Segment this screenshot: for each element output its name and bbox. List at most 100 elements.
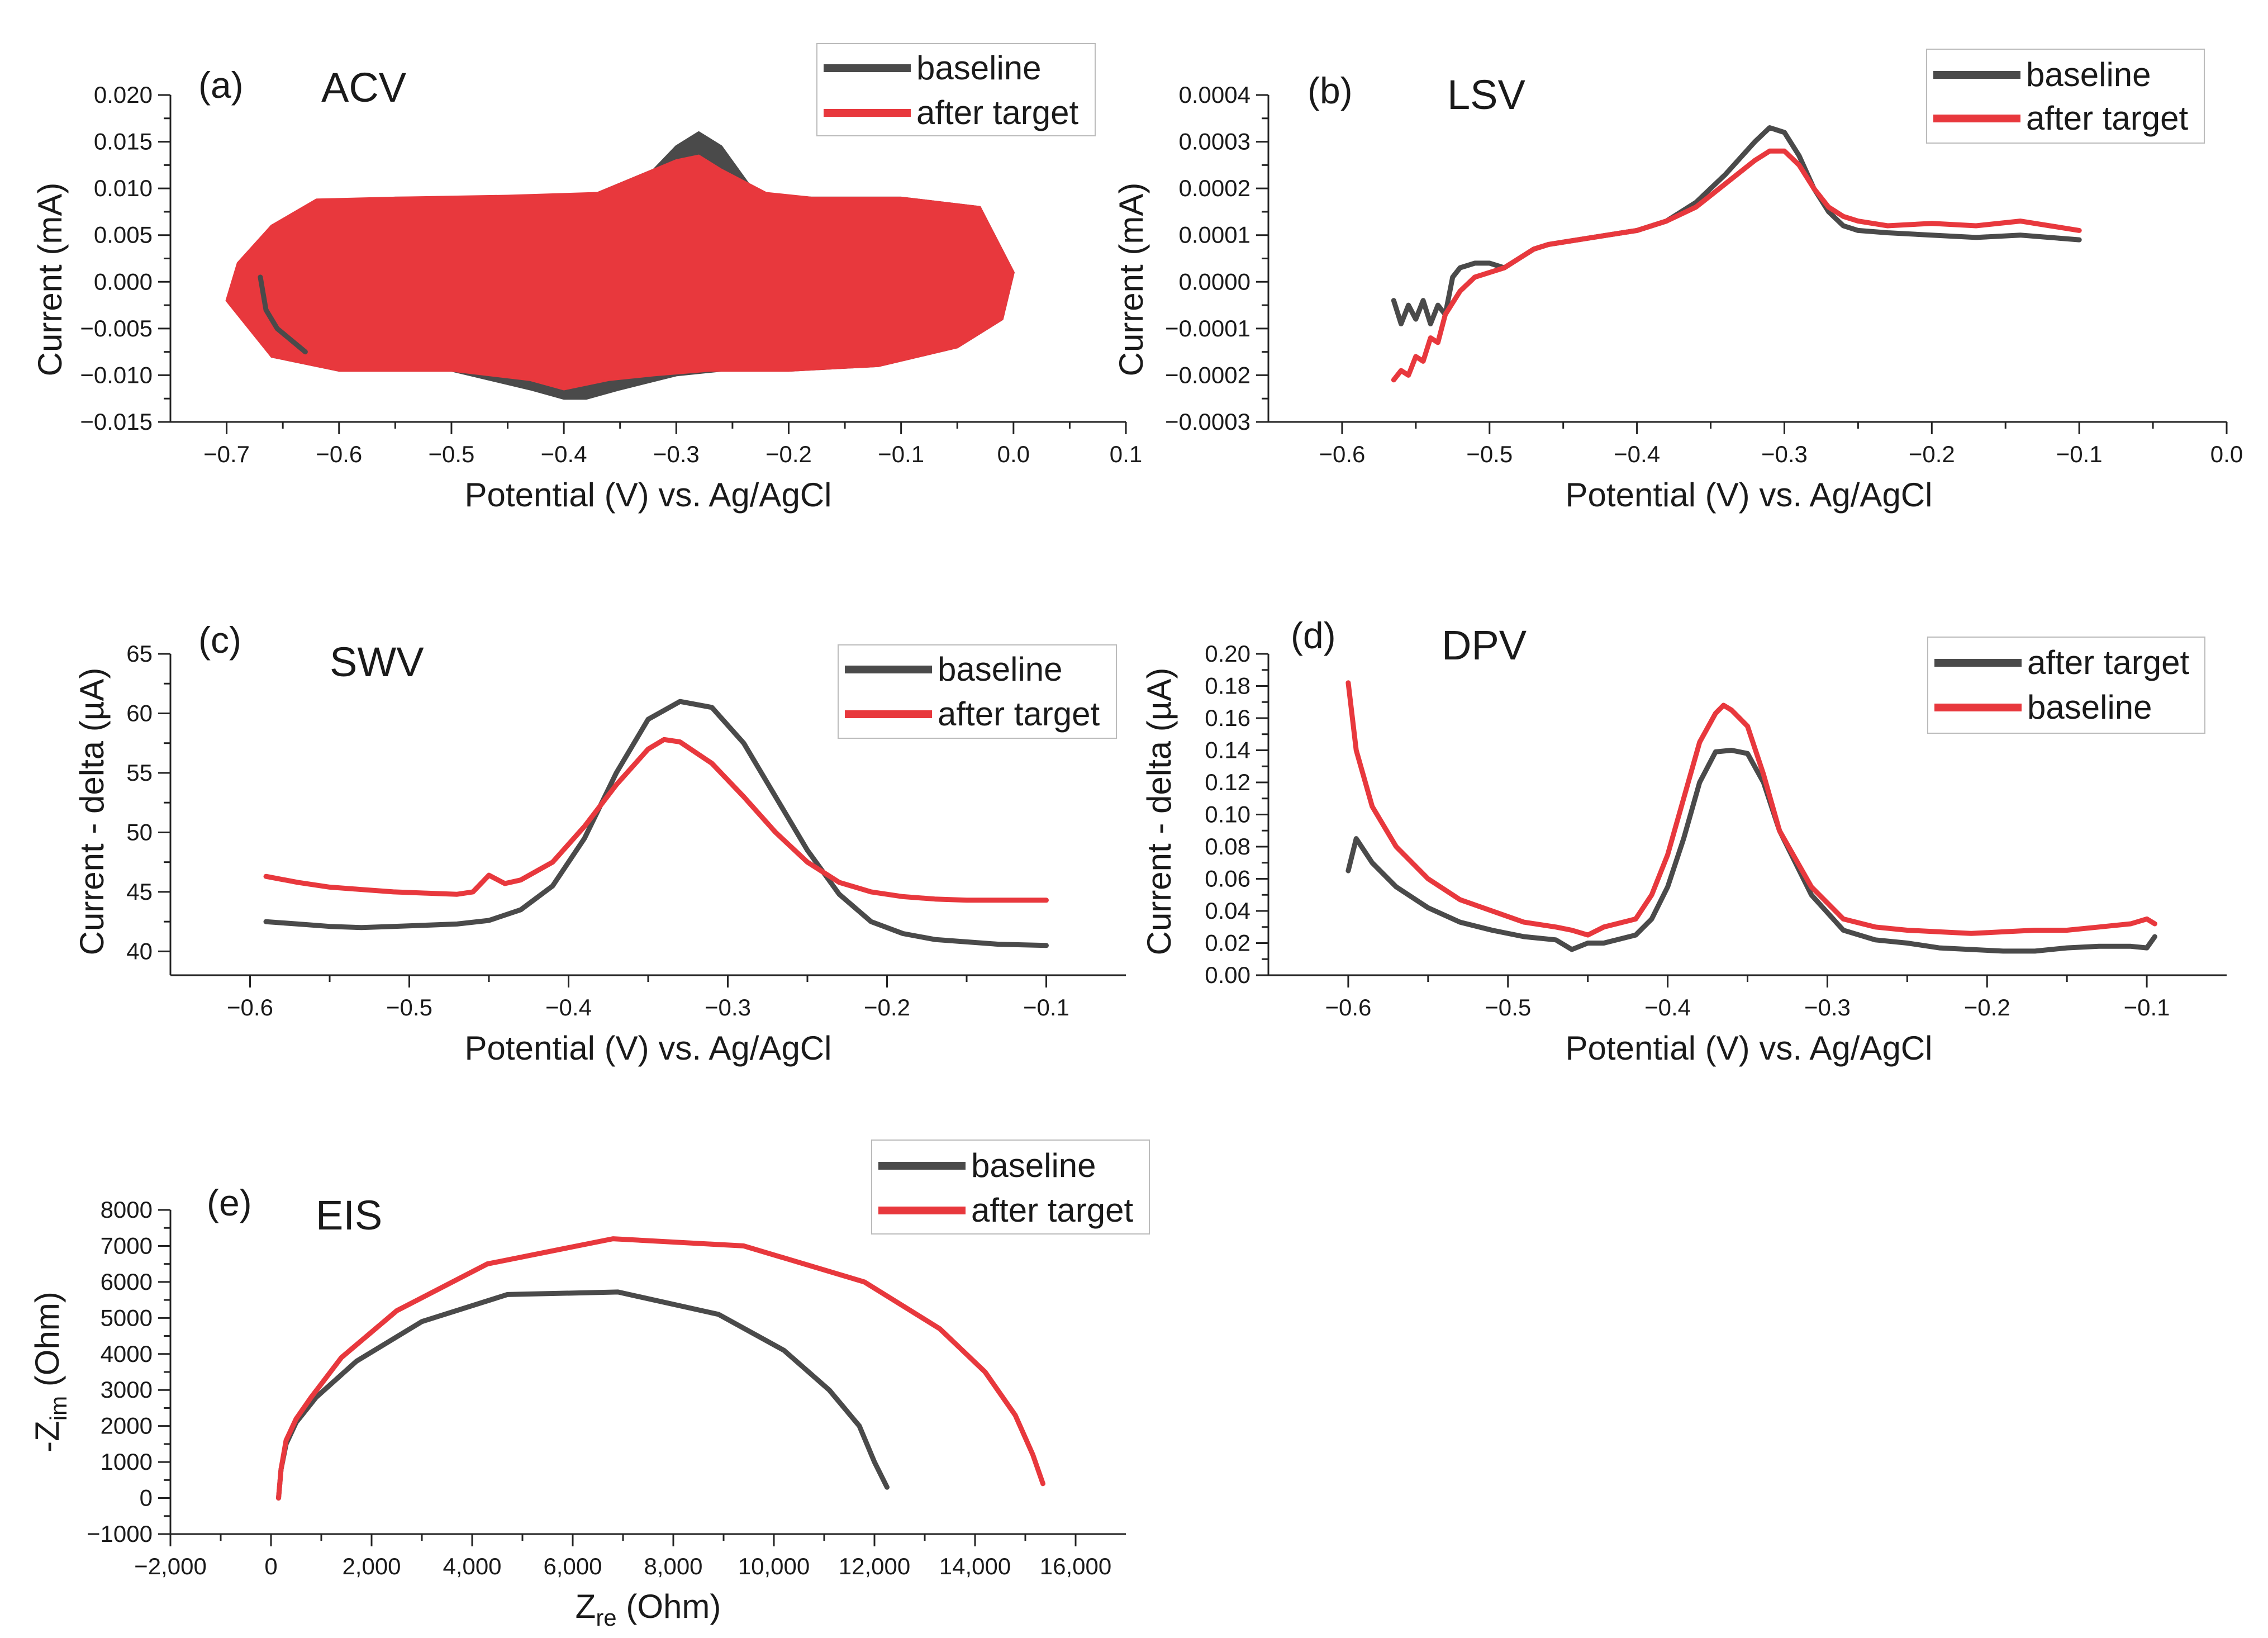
panel-a-series-after-target-area xyxy=(225,154,1015,391)
panel-d-y-tick-label: 0.18 xyxy=(1205,673,1251,699)
panel-b-legend-label-baseline: baseline xyxy=(2026,56,2151,93)
panel-b-y-tick-label: 0.0004 xyxy=(1179,82,1251,108)
panel-d-axes: −0.6 −0.5 −0.4 −0.3 −0.2 −0.1 0.00 0.02 0.04 0.06… xyxy=(1205,640,2227,1020)
panel-c-title: SWV xyxy=(330,639,424,685)
panel-e-y-tick-label: −1000 xyxy=(87,1521,153,1547)
panel-e-y-tick-label: 7000 xyxy=(101,1232,153,1259)
panel-a-plot-area xyxy=(225,131,1015,400)
panel-e-x-tick-label: 0 xyxy=(264,1553,277,1579)
panel-a-y-tick-label: −0.010 xyxy=(80,362,153,388)
panel-b-y-tick-label: −0.0001 xyxy=(1165,315,1251,341)
panel-a-x-axis-label: Potential (V) vs. Ag/AgCl xyxy=(465,476,832,514)
panel-b-y-tick-label: 0.0003 xyxy=(1179,129,1251,155)
panel-a-x-tick-label: −0.5 xyxy=(428,441,474,467)
panel-b-x-tick-label: −0.1 xyxy=(2056,441,2103,467)
panel-e: −2,000 0 2,000 4,000 6,000 8,000 10,000 12,000 1… xyxy=(28,1140,1150,1631)
panel-a-axes: −0.7 −0.6 −0.5 −0.4 −0.3 −0.2 −0.1 0.0 0.1 −0.015… xyxy=(80,82,1142,467)
panel-a-y-tick-label: −0.005 xyxy=(80,315,153,341)
panel-b-legend-box xyxy=(1926,49,2205,144)
panel-b-y-tick-label: 0.0002 xyxy=(1179,175,1251,201)
panel-e-label: (e) xyxy=(207,1182,252,1223)
panel-c-legend: baseline after target xyxy=(838,644,1117,739)
panel-d-x-tick-label: −0.2 xyxy=(1964,994,2010,1020)
panel-d-x-tick-label: −0.5 xyxy=(1485,994,1531,1020)
panel-b-legend-label-after-target: after target xyxy=(2026,99,2188,137)
panel-c-series-after-target-line xyxy=(263,737,1049,903)
panel-e-y-tick-label: 8000 xyxy=(101,1197,153,1223)
panel-e-title: EIS xyxy=(316,1192,382,1238)
panel-c-x-tick-label: −0.2 xyxy=(864,994,910,1020)
panel-e-series-baseline-line xyxy=(276,1289,890,1501)
panel-e-y-tick-label: 5000 xyxy=(101,1304,153,1331)
panel-d-y-tick-label: 0.06 xyxy=(1205,866,1251,892)
panel-e-legend-box xyxy=(871,1140,1150,1235)
panel-e-x-tick-label: 8,000 xyxy=(644,1553,702,1579)
panel-d-x-tick-label: −0.4 xyxy=(1644,994,1691,1020)
panel-e-legend-label-after-target: after target xyxy=(971,1191,1133,1229)
panel-e-y-tick-label: 4000 xyxy=(101,1341,153,1367)
panel-b-x-axis-label: Potential (V) vs. Ag/AgCl xyxy=(1566,476,1933,514)
panel-b-x-tick-label: −0.4 xyxy=(1614,441,1660,467)
panel-e-y-tick-label: 2000 xyxy=(101,1413,153,1439)
panel-e-legend: baseline after target xyxy=(871,1140,1150,1235)
panel-a-x-tick-label: −0.4 xyxy=(541,441,587,467)
panel-a-y-tick-label: 0.015 xyxy=(94,129,153,155)
panel-e-y-tick-label: 1000 xyxy=(101,1449,153,1475)
panel-d-title: DPV xyxy=(1442,622,1527,668)
panel-c-x-tick-label: −0.5 xyxy=(386,994,432,1020)
panel-d-y-tick-label: 0.12 xyxy=(1205,769,1251,795)
panel-d-y-tick-label: 0.00 xyxy=(1205,962,1251,988)
panel-e-y-axis-label: -Zim (Ohm) xyxy=(28,1292,72,1452)
panel-a-x-tick-label: −0.7 xyxy=(203,441,250,467)
panel-c-y-tick-label: 40 xyxy=(126,938,153,964)
panel-d-legend-label-baseline: baseline xyxy=(2027,689,2152,726)
panel-a-legend-label-baseline: baseline xyxy=(916,49,1042,87)
panel-c: −0.6 −0.5 −0.4 −0.3 −0.2 −0.1 40 45 50 55 60 65 (c)… xyxy=(73,619,1126,1067)
panel-e-y-tick-label: 6000 xyxy=(101,1269,153,1295)
panel-c-y-tick-label: 45 xyxy=(126,879,153,905)
panel-d-legend: after target baseline xyxy=(1927,637,2205,734)
panel-d-y-tick-label: 0.04 xyxy=(1205,898,1251,924)
panel-a-x-tick-label: −0.1 xyxy=(878,441,924,467)
panel-d-label: (d) xyxy=(1291,615,1336,656)
panel-d-series-baseline-line xyxy=(1345,680,2157,938)
panel-c-series-baseline-line xyxy=(263,699,1049,948)
panel-e-x-tick-label: 4,000 xyxy=(443,1553,501,1579)
panel-b-series-after-target-line xyxy=(1391,148,2082,383)
panel-a-y-tick-label: 0.010 xyxy=(94,175,153,201)
panel-c-y-axis-label: Current - delta (µA) xyxy=(73,668,111,956)
panel-e-x-tick-label: 14,000 xyxy=(939,1553,1011,1579)
panel-e-x-tick-label: 6,000 xyxy=(543,1553,602,1579)
panel-a-x-tick-label: 0.0 xyxy=(997,441,1030,467)
panel-c-legend-label-after-target: after target xyxy=(938,695,1100,733)
panel-d-legend-box xyxy=(1927,637,2205,734)
panel-b-axes: −0.6 −0.5 −0.4 −0.3 −0.2 −0.1 0.0 −0.0003 −0.000… xyxy=(1165,82,2243,467)
panel-d-y-axis-label: Current - delta (µA) xyxy=(1140,668,1178,956)
panel-b-legend: baseline after target xyxy=(1926,49,2205,144)
panel-b-x-tick-label: −0.5 xyxy=(1466,441,1513,467)
panel-c-x-tick-label: −0.6 xyxy=(227,994,273,1020)
panel-c-x-axis-label: Potential (V) vs. Ag/AgCl xyxy=(465,1029,832,1067)
panel-b-y-tick-label: 0.0000 xyxy=(1179,268,1251,295)
panel-d-series-after-target-line xyxy=(1345,748,2157,954)
panel-d-y-tick-label: 0.20 xyxy=(1205,640,1251,667)
panel-e-x-tick-label: 16,000 xyxy=(1040,1553,1111,1579)
panel-a-x-tick-label: −0.2 xyxy=(765,441,812,467)
panel-c-axes: −0.6 −0.5 −0.4 −0.3 −0.2 −0.1 40 45 50 55 60 65 xyxy=(126,640,1126,1020)
panel-e-x-tick-label: 2,000 xyxy=(342,1553,401,1579)
panel-c-y-tick-label: 65 xyxy=(126,640,153,667)
panel-b-x-tick-label: 0.0 xyxy=(2210,441,2243,467)
panel-b-x-tick-label: −0.6 xyxy=(1319,441,1365,467)
panel-c-y-tick-label: 55 xyxy=(126,759,153,786)
panel-c-label: (c) xyxy=(198,619,241,661)
panel-a-x-tick-label: −0.6 xyxy=(316,441,362,467)
panel-a-label: (a) xyxy=(198,64,244,106)
panel-d-y-tick-label: 0.10 xyxy=(1205,801,1251,828)
panel-d: −0.6 −0.5 −0.4 −0.3 −0.2 −0.1 0.00 0.02 0.04 0.06… xyxy=(1140,615,2227,1067)
panel-d-x-tick-label: −0.6 xyxy=(1325,994,1371,1020)
panel-a: −0.7 −0.6 −0.5 −0.4 −0.3 −0.2 −0.1 0.0 0.1 −0.015… xyxy=(31,43,1142,514)
panel-a-legend: baseline after target xyxy=(816,43,1096,136)
panel-e-x-tick-label: −2,000 xyxy=(134,1553,207,1579)
panel-c-plot-area xyxy=(263,699,1049,948)
